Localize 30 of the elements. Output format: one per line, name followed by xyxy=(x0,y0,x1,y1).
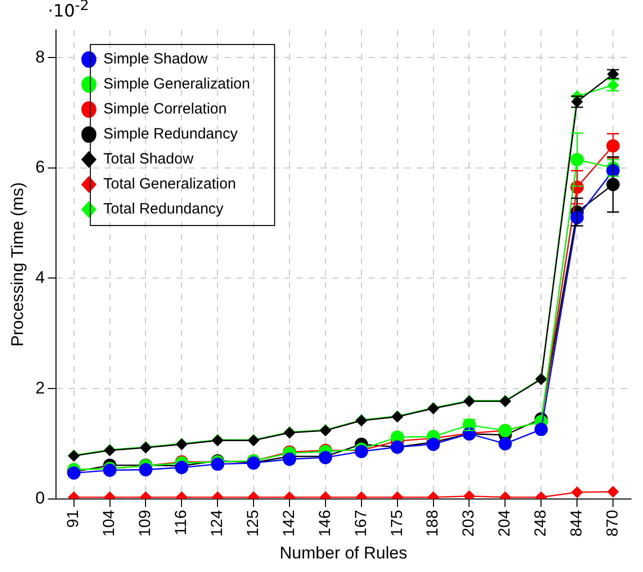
x-tick-label: 142 xyxy=(280,510,298,537)
x-tick-label: 204 xyxy=(496,510,514,537)
legend-label: Simple Shadow xyxy=(103,50,208,68)
x-tick-label: 167 xyxy=(352,510,370,537)
legend-label: Simple Correlation xyxy=(103,100,227,118)
x-tick-label: 175 xyxy=(388,510,406,537)
x-tick-label: 104 xyxy=(101,510,118,537)
legend-label: Simple Generalization xyxy=(103,76,250,93)
y-tick-label: 0 xyxy=(35,488,45,508)
y-tick-label: 8 xyxy=(35,47,45,66)
y-tick-label: 4 xyxy=(35,268,45,287)
x-tick-label: 248 xyxy=(532,510,550,537)
legend-label: Total Generalization xyxy=(103,176,236,193)
x-tick-label: 125 xyxy=(244,510,262,537)
x-tick-label: 116 xyxy=(173,510,190,536)
legend-label: Simple Redundancy xyxy=(103,126,238,143)
x-tick-label: 109 xyxy=(137,510,154,537)
x-tick-label: 91 xyxy=(65,510,82,528)
x-tick-label: 870 xyxy=(604,510,622,537)
y-tick-label: 6 xyxy=(35,158,45,177)
legend-label: Total Redundancy xyxy=(103,200,224,218)
legend-label: Total Shadow xyxy=(103,150,194,168)
x-tick-label: 124 xyxy=(209,510,226,537)
x-tick-label: 146 xyxy=(316,510,334,537)
y-tick-label: 2 xyxy=(35,378,45,398)
x-axis-title: Number of Rules xyxy=(280,543,408,562)
y-axis-title: Processing Time (ms) xyxy=(8,182,27,347)
x-tick-label: 844 xyxy=(568,510,586,537)
x-tick-label: 188 xyxy=(424,510,442,537)
x-tick-label: 203 xyxy=(460,510,478,537)
